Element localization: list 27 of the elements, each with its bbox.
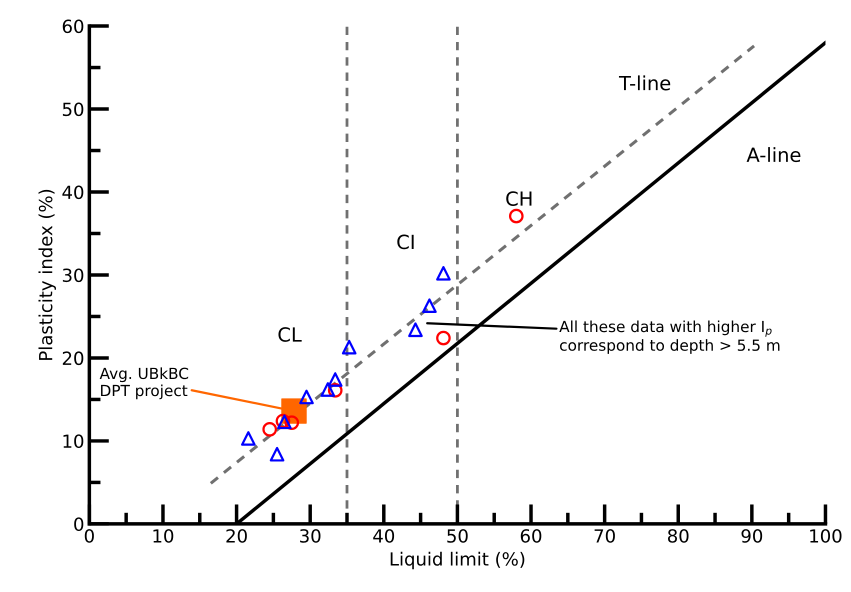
annotation: CH xyxy=(506,191,532,206)
annotation: T-line xyxy=(618,75,670,90)
x-tick-label: 100 xyxy=(810,529,842,543)
annotation: CL xyxy=(278,327,302,342)
x-tick-label: 80 xyxy=(668,529,689,543)
y-tick-label: 30 xyxy=(62,268,84,282)
y-tick-label: 20 xyxy=(62,351,84,366)
y-axis-title: Plasticity index (%) xyxy=(38,190,56,360)
x-tick-label: 70 xyxy=(594,529,615,543)
y-tick-label: 60 xyxy=(62,20,84,34)
y-tick-label: 50 xyxy=(62,102,84,116)
x-tick-label: 50 xyxy=(447,529,468,543)
annotation: Avg. UBkBC DPT project xyxy=(100,367,188,400)
annotation: A-line xyxy=(746,147,800,162)
annotation: CI xyxy=(397,234,414,250)
y-tick-label: 0 xyxy=(74,517,84,532)
x-tick-label: 20 xyxy=(226,529,247,543)
x-tick-label: 60 xyxy=(520,529,542,543)
y-tick-label: 10 xyxy=(64,434,84,448)
annotation: All these data with higher I$_{p}$ correspond to depth > 5.5 m xyxy=(559,320,780,354)
x-tick-label: 10 xyxy=(153,529,174,543)
x-tick-label: 40 xyxy=(373,529,394,543)
y-tick-label: 40 xyxy=(62,185,84,200)
x-tick-label: 0 xyxy=(84,529,94,543)
x-axis-title: Liquid limit (%) xyxy=(390,552,524,570)
x-tick-label: 30 xyxy=(300,529,320,543)
x-tick-label: 90 xyxy=(742,529,762,543)
